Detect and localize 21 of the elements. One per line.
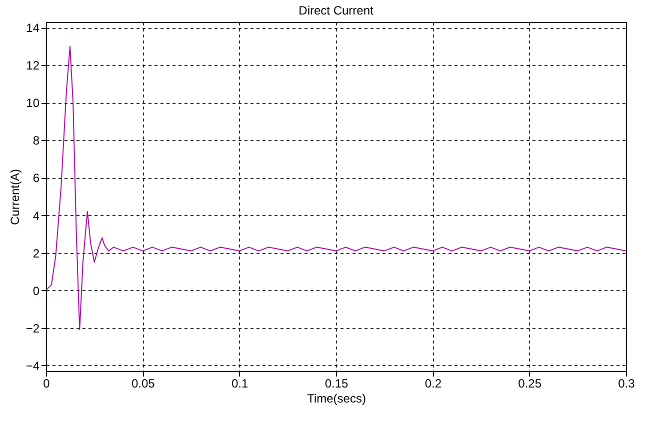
x-tick-label: 0.25 [518,376,542,390]
y-tick-label: 2 [32,246,40,260]
x-tick-label: 0.3 [618,376,636,390]
y-tick-label: 6 [32,171,40,186]
y-tick-label: 8 [32,134,40,148]
y-axis-title: Current(A) [8,168,22,226]
x-axis-title: Time(secs) [307,392,366,406]
y-tick-label: 10 [26,96,40,110]
x-tick-label: 0 [43,376,50,390]
x-tick-label: 0.2 [424,376,442,390]
x-tick-label: 0.1 [231,376,248,390]
y-tick-label: 14 [26,21,40,36]
chart-title: Direct Current [298,4,374,18]
x-tick-label: 0.05 [131,376,156,390]
y-tick-label: 12 [26,58,40,73]
y-tick-label: 0 [32,284,40,298]
y-tick-label: −4 [26,358,40,373]
y-tick-label: 4 [32,208,40,223]
x-tick-label: 0.15 [324,376,348,390]
y-tick-label: −2 [26,321,40,336]
line-series [46,46,626,330]
